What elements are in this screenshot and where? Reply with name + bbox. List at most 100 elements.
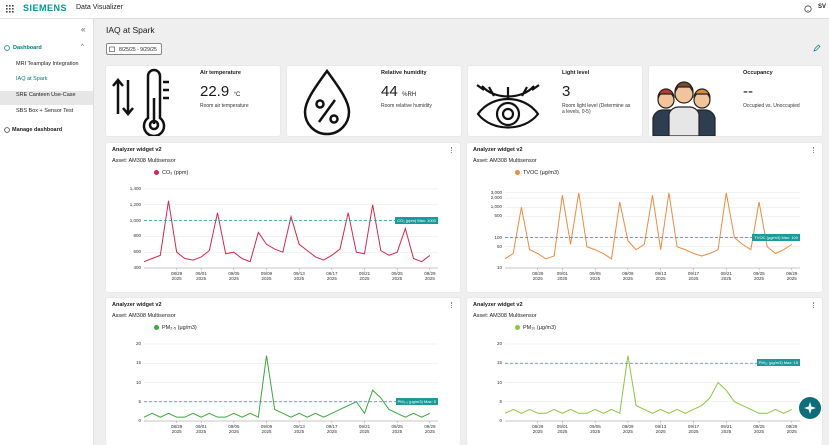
x-tick-label: 08/29 2025 xyxy=(171,424,183,434)
x-tick-label: 09/29 2025 xyxy=(786,424,798,434)
nav-item[interactable]: SRE Canteen Use-Case xyxy=(16,92,76,98)
chart-card: Analyzer widget v2 Asset: AM308 Multisens… xyxy=(106,298,460,445)
y-tick-label: 0 xyxy=(138,418,141,423)
threshold-label: TVOC (µg/m3) Max: 100 xyxy=(752,233,800,241)
x-tick-label: 09/17 2025 xyxy=(326,424,338,434)
expand-caret: ^ xyxy=(81,44,84,50)
threshold-label: CO₂ (ppm) Max: 1000 xyxy=(395,216,438,224)
y-tick-label: 10 xyxy=(135,379,141,385)
nav-item[interactable]: IAQ at Spark xyxy=(16,76,48,82)
x-tick-label: 09/29 2025 xyxy=(424,271,436,281)
nav-item[interactable]: Dashboard xyxy=(13,45,42,51)
y-tick-label: 1,200 xyxy=(129,201,141,207)
legend-swatch xyxy=(515,170,520,176)
widget-menu[interactable] xyxy=(813,147,816,153)
plot xyxy=(504,343,800,423)
x-tick-label: 08/29 2025 xyxy=(532,271,544,281)
data-line xyxy=(143,355,431,418)
legend-label: CO₂ (ppm) xyxy=(162,170,189,176)
x-tick-label: 09/01 2025 xyxy=(195,271,207,281)
y-tick-label: 15 xyxy=(496,360,502,366)
data-line xyxy=(504,355,793,415)
threshold-label: PM₂.₅ (µg/m3) Max: 5 xyxy=(395,397,438,405)
widget-menu[interactable] xyxy=(451,302,454,308)
x-tick-label: 09/13 2025 xyxy=(293,424,305,434)
y-tick-label: 5 xyxy=(138,398,141,404)
chart-title: Analyzer widget v2 xyxy=(112,147,162,153)
chart-subtitle: Asset: AM308 Multisensor xyxy=(112,313,176,319)
x-tick-label: 09/09 2025 xyxy=(622,271,634,281)
x-tick-label: 09/21 2025 xyxy=(720,424,732,434)
y-tick-label: 20 xyxy=(135,341,141,346)
nav-item[interactable]: Manage dashboard xyxy=(12,127,63,133)
x-tick-label: 09/17 2025 xyxy=(687,271,700,281)
nav-item[interactable]: MRI Teamplay Integration xyxy=(16,61,79,67)
y-tick-label: 10 xyxy=(496,379,502,385)
plot xyxy=(504,192,800,270)
y-tick-label: 15 xyxy=(135,360,141,366)
threshold-label: PM₁₀ (µg/m3) Max: 15 xyxy=(756,359,800,367)
x-tick-label: 09/21 2025 xyxy=(358,424,371,434)
kpi-value: 44 xyxy=(381,83,398,100)
chart-subtitle: Asset: AM308 Multisensor xyxy=(112,158,176,164)
x-tick-label: 09/09 2025 xyxy=(260,424,273,434)
user-avatar[interactable]: SV xyxy=(818,4,827,10)
kpi-title: Relative humidity xyxy=(381,70,427,76)
legend-label: PM₁₀ (µg/m3) xyxy=(523,325,556,331)
kpi-card: Air temperature 22.9 °C Room air tempera… xyxy=(106,66,280,136)
brand: SIEMENS xyxy=(23,3,68,13)
y-tick-label: 5 xyxy=(499,398,502,404)
widget-menu[interactable] xyxy=(451,147,454,153)
y-tick-label: 20 xyxy=(496,341,502,346)
assistant-button[interactable] xyxy=(799,397,821,419)
x-tick-label: 09/25 2025 xyxy=(753,271,765,281)
app-name: Data Visualizer xyxy=(76,4,123,11)
x-tick-label: 09/21 2025 xyxy=(358,271,371,281)
top-bar: SIEMENS Data Visualizer SV xyxy=(0,0,829,19)
chart-title: Analyzer widget v2 xyxy=(473,147,523,153)
x-tick-label: 09/21 2025 xyxy=(720,271,732,281)
kpi-value: -- xyxy=(743,83,753,100)
app-grid-icon[interactable] xyxy=(6,5,14,13)
x-tick-label: 09/01 2025 xyxy=(195,424,207,434)
selected-highlight xyxy=(0,91,93,105)
y-tick-label: 2,000 xyxy=(490,195,502,201)
x-tick-label: 09/25 2025 xyxy=(753,424,765,434)
y-tick-label: 10 xyxy=(496,265,502,270)
legend-item: PM₂.₅ (µg/m3) xyxy=(154,325,197,331)
legend-label: PM₂.₅ (µg/m3) xyxy=(162,325,197,331)
help-icon[interactable] xyxy=(804,5,812,13)
x-tick-label: 09/25 2025 xyxy=(391,424,403,434)
x-tick-label: 09/09 2025 xyxy=(622,424,634,434)
legend-label: TVOC (µg/m3) xyxy=(523,170,559,176)
x-tick-label: 09/01 2025 xyxy=(556,271,568,281)
y-tick-label: 0 xyxy=(499,418,502,423)
date-range[interactable]: 8/25/25 - 9/29/25 xyxy=(106,43,162,55)
edit-icon[interactable] xyxy=(813,44,821,52)
x-tick-label: 09/13 2025 xyxy=(655,424,667,434)
collapse-button[interactable]: « xyxy=(81,25,86,34)
thermometer-icon xyxy=(112,68,169,136)
y-tick-label: 1,000 xyxy=(129,217,141,223)
chart-subtitle: Asset: AM308 Multisensor xyxy=(473,158,537,164)
humidity-icon xyxy=(303,68,351,136)
nav-item[interactable]: SBS Box + Sensor Test xyxy=(16,108,74,114)
manage-icon xyxy=(4,127,10,133)
x-tick-label: 09/01 2025 xyxy=(556,424,568,434)
plot xyxy=(143,343,438,423)
x-tick-label: 09/05 2025 xyxy=(228,271,240,281)
x-tick-label: 09/05 2025 xyxy=(589,424,601,434)
legend-swatch xyxy=(154,325,159,331)
x-tick-label: 09/05 2025 xyxy=(228,424,240,434)
plot xyxy=(143,188,438,270)
kpi-card: Light level 3 Room light level (Determin… xyxy=(468,66,642,136)
widget-menu[interactable] xyxy=(813,302,816,308)
y-tick-label: 1,400 xyxy=(129,186,141,191)
legend-item: TVOC (µg/m3) xyxy=(515,170,559,176)
kpi-unit: °C xyxy=(233,92,241,98)
x-tick-label: 09/17 2025 xyxy=(326,271,338,281)
y-tick-label: 600 xyxy=(133,249,141,255)
kpi-caption: Room air temperature xyxy=(200,103,249,109)
